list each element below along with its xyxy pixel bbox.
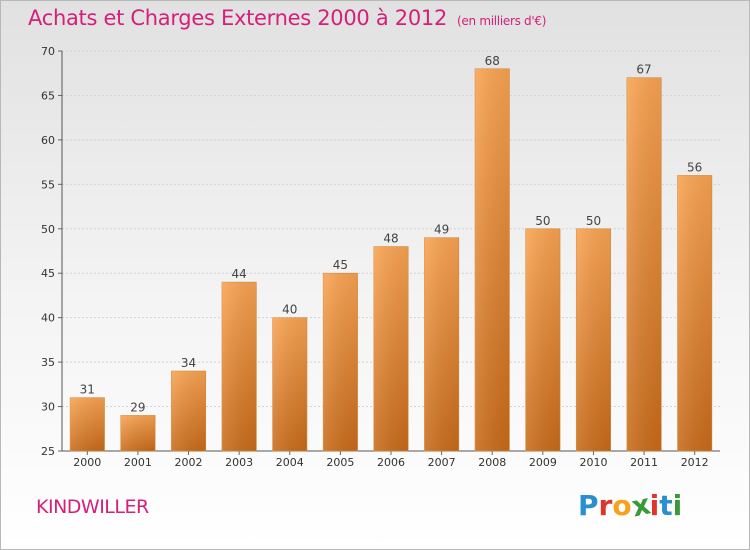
bar-shade-2000 bbox=[70, 397, 105, 451]
y-tick-label: 30 bbox=[41, 401, 55, 414]
x-tick-label: 2007 bbox=[428, 456, 456, 469]
logo-letter: r bbox=[598, 489, 613, 522]
y-tick-label: 40 bbox=[41, 312, 55, 325]
x-tick-label: 2012 bbox=[681, 456, 709, 469]
x-tick-label: 2000 bbox=[73, 456, 101, 469]
x-tick-label: 2001 bbox=[124, 456, 152, 469]
bars bbox=[69, 68, 713, 452]
bar-value-label: 44 bbox=[232, 267, 247, 281]
bar-value-label: 50 bbox=[586, 214, 601, 228]
x-tick-label: 2009 bbox=[529, 456, 557, 469]
bar-shade-2001 bbox=[120, 415, 156, 451]
x-tick-label: 2011 bbox=[630, 456, 658, 469]
y-tick-label: 35 bbox=[41, 356, 55, 369]
labels: 25 30 35 40 45 50 55 60 65 70 2000 31 2001 29 2002 34 20… bbox=[41, 45, 709, 469]
bar-value-label: 31 bbox=[80, 383, 95, 397]
y-tick-label: 70 bbox=[41, 45, 55, 58]
x-tick-label: 2005 bbox=[326, 456, 354, 469]
logo-letter: t bbox=[659, 489, 673, 522]
bar-value-label: 68 bbox=[485, 54, 500, 68]
logo-letter: i bbox=[649, 489, 660, 522]
bar-shade-2012 bbox=[677, 175, 712, 451]
bar-value-label: 40 bbox=[282, 303, 297, 317]
title-text: Achats et Charges Externes 2000 à 2012 bbox=[28, 6, 448, 30]
x-tick-label: 2003 bbox=[225, 456, 253, 469]
chart-title: Achats et Charges Externes 2000 à 2012 (e… bbox=[28, 6, 546, 30]
bar-value-label: 48 bbox=[383, 232, 398, 246]
bar-value-label: 67 bbox=[636, 63, 651, 77]
chart-unit: (en milliers d'€) bbox=[457, 14, 547, 28]
bar-value-label: 34 bbox=[181, 356, 196, 370]
bar-shade-2007 bbox=[424, 237, 459, 451]
logo-letter: i bbox=[672, 489, 683, 522]
y-tick-label: 65 bbox=[41, 89, 55, 102]
bar-shade-2011 bbox=[626, 77, 662, 452]
x-tick-label: 2010 bbox=[579, 456, 607, 469]
bar-shade-2006 bbox=[373, 246, 409, 451]
logo-letter: o bbox=[612, 489, 632, 522]
bar-shade-2005 bbox=[323, 273, 358, 451]
bar-shade-2002 bbox=[171, 371, 206, 451]
bar-shade-2003 bbox=[221, 282, 257, 451]
bar-shade-2004 bbox=[272, 317, 307, 451]
y-tick-label: 25 bbox=[41, 445, 55, 458]
bar-value-label: 29 bbox=[130, 400, 145, 414]
bar-value-label: 49 bbox=[434, 223, 449, 237]
bar-value-label: 45 bbox=[333, 258, 348, 272]
bar-shade-2009 bbox=[525, 228, 561, 451]
x-tick-label: 2006 bbox=[377, 456, 405, 469]
proxiti-logo: Proxiti bbox=[578, 487, 683, 523]
commune-name: KINDWILLER bbox=[36, 496, 149, 518]
x-tick-label: 2002 bbox=[175, 456, 203, 469]
bar-value-label: 56 bbox=[687, 160, 702, 174]
x-tick-label: 2004 bbox=[276, 456, 304, 469]
bar-shade-2010 bbox=[576, 228, 611, 451]
y-tick-label: 50 bbox=[41, 223, 55, 236]
bar-shade-2008 bbox=[475, 68, 510, 452]
x-tick-label: 2008 bbox=[478, 456, 506, 469]
y-tick-label: 55 bbox=[41, 178, 55, 191]
y-tick-label: 45 bbox=[41, 267, 55, 280]
bar-value-label: 50 bbox=[535, 214, 550, 228]
logo-letter: P bbox=[578, 489, 599, 522]
y-tick-label: 60 bbox=[41, 134, 55, 147]
